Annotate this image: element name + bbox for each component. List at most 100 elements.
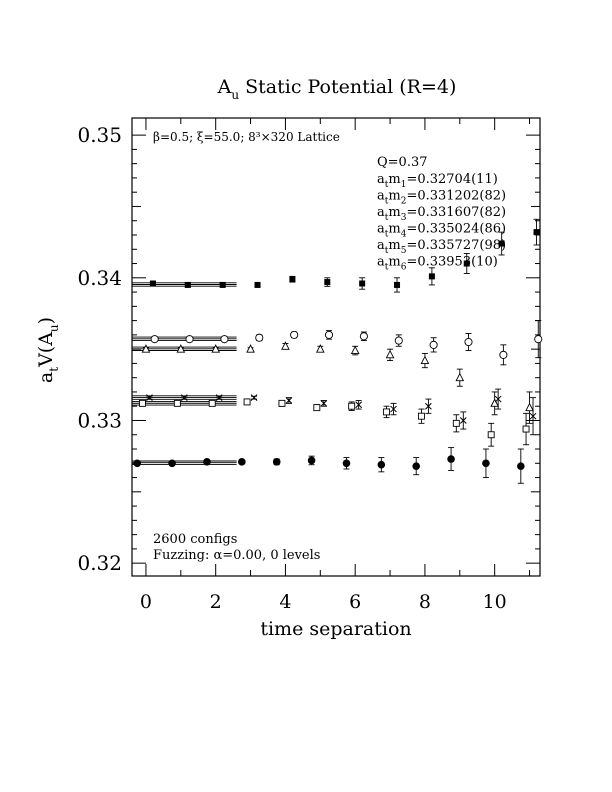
data-point-open-square <box>313 404 321 412</box>
fit-label-part: a <box>377 238 385 253</box>
fit-labels: atm1=0.32704(11)atm2=0.331202(82)atm3=0.… <box>377 172 506 273</box>
data-point-filled-circle <box>133 459 142 468</box>
x-tick-label: 0 <box>140 591 152 613</box>
fit-label-part: t <box>385 197 389 207</box>
data-point-filled-square <box>289 276 296 283</box>
data-point-open-circle <box>534 335 543 344</box>
data-point-open-circle <box>255 333 264 342</box>
data-point-cross <box>250 394 258 402</box>
configs-note: 2600 configs <box>153 532 237 547</box>
fit-label-part: 1 <box>401 180 407 190</box>
fit-label-part: m <box>388 238 400 253</box>
data-point-filled-square <box>498 240 505 247</box>
fit-label-part: 2 <box>401 197 407 207</box>
fit-label: atm2=0.331202(82) <box>377 189 506 207</box>
data-point-filled-square <box>254 281 261 288</box>
data-point-cross <box>285 397 293 404</box>
fit-label: atm1=0.32704(11) <box>377 172 498 190</box>
y-label-a: a <box>35 372 57 383</box>
fit-label-part: =0.32704(11) <box>406 172 497 187</box>
data-point-open-triangle <box>176 344 186 353</box>
data-point-filled-square <box>533 229 540 236</box>
data-point-open-circle <box>220 335 229 344</box>
data-point-filled-circle <box>482 459 490 468</box>
data-point-open-square <box>243 398 251 406</box>
y-tick-label: 0.34 <box>77 266 122 290</box>
fit-label-part: m <box>388 172 400 187</box>
fit-label-part: a <box>377 205 385 220</box>
data-point-open-triangle <box>385 349 395 359</box>
fit-label-part: t <box>385 230 389 240</box>
y-label-sub-t: t <box>47 367 61 372</box>
fit-label-part: a <box>377 189 385 204</box>
data-point-cross <box>494 395 502 403</box>
q-label: Q=0.37 <box>377 155 428 170</box>
fit-label: atm4=0.335024(86) <box>377 222 506 240</box>
data-point-filled-square <box>428 273 435 280</box>
x-tick-label: 4 <box>279 591 291 613</box>
data-point-open-triangle <box>420 355 430 365</box>
fit-label-part: =0.331202(82) <box>406 189 506 204</box>
data-point-filled-circle <box>412 462 421 470</box>
data-point-cross <box>459 417 467 424</box>
data-point-filled-circle <box>517 462 525 470</box>
fit-label-part: t <box>385 263 389 273</box>
data-point-open-triangle <box>141 344 151 353</box>
data-point-filled-square <box>219 281 226 288</box>
fit-label-part: m <box>388 255 400 270</box>
data-point-filled-circle <box>307 456 316 465</box>
data-point-open-circle <box>499 350 508 359</box>
fit-label: atm5=0.335727(98) <box>377 238 506 256</box>
data-point-open-circle <box>324 330 334 339</box>
data-point-filled-circle <box>377 460 386 469</box>
data-point-open-triangle <box>455 372 465 382</box>
data-point-open-triangle <box>490 398 500 407</box>
data-point-open-triangle <box>281 341 290 350</box>
fit-label: atm6=0.33953(10) <box>377 255 498 273</box>
data-point-open-triangle <box>350 345 360 355</box>
data-point-open-circle <box>185 335 194 344</box>
y-tick-label: 0.35 <box>77 123 122 147</box>
y-axis-label: atV(Au) <box>35 317 61 383</box>
y-axis-ticks: 0.32 0.33 0.34 0.35 <box>77 123 540 575</box>
fit-label-part: 4 <box>401 230 407 240</box>
data-point-open-circle <box>150 335 159 344</box>
data-point-cross <box>146 394 153 402</box>
fit-label-part: t <box>385 246 389 256</box>
data-point-open-triangle <box>525 402 534 412</box>
fit-label-part: a <box>377 172 385 187</box>
fit-label-part: 6 <box>401 263 407 273</box>
data-point-open-square <box>348 402 356 410</box>
data-point-cross <box>215 394 223 402</box>
data-point-open-circle <box>464 337 473 347</box>
y-tick-label: 0.32 <box>77 551 122 575</box>
x-axis-label: time separation <box>260 618 411 640</box>
data-point-open-circle <box>394 336 403 345</box>
fit-label-part: =0.335727(98) <box>406 238 506 253</box>
data-point-filled-square <box>394 281 401 288</box>
data-point-cross <box>529 412 537 420</box>
data-point-filled-square <box>149 280 156 287</box>
data-points <box>133 218 543 484</box>
chart-title-rest: Static Potential (R=4) <box>239 76 456 98</box>
x-tick-label: 8 <box>419 591 431 613</box>
data-point-open-square <box>208 399 216 407</box>
data-point-filled-circle <box>342 459 351 468</box>
data-point-cross <box>355 401 363 409</box>
y-label-close: ) <box>35 317 57 324</box>
fit-label-part: =0.331607(82) <box>406 205 506 220</box>
minor-ticks <box>132 118 540 576</box>
fit-label: atm3=0.331607(82) <box>377 205 506 223</box>
fit-label-part: =0.335024(86) <box>406 222 506 237</box>
data-point-open-square <box>417 412 425 420</box>
data-point-filled-square <box>359 280 366 287</box>
data-point-filled-circle <box>168 459 176 468</box>
data-point-open-square <box>139 399 146 407</box>
data-point-open-square <box>522 425 530 433</box>
lattice-note: β=0.5; ξ=55.0; 8³×320 Lattice <box>153 130 340 144</box>
fit-label-part: m <box>388 222 400 237</box>
data-point-open-square <box>383 408 391 416</box>
data-point-cross <box>180 394 188 402</box>
data-point-filled-circle <box>272 458 281 466</box>
x-tick-label: 6 <box>349 591 361 613</box>
